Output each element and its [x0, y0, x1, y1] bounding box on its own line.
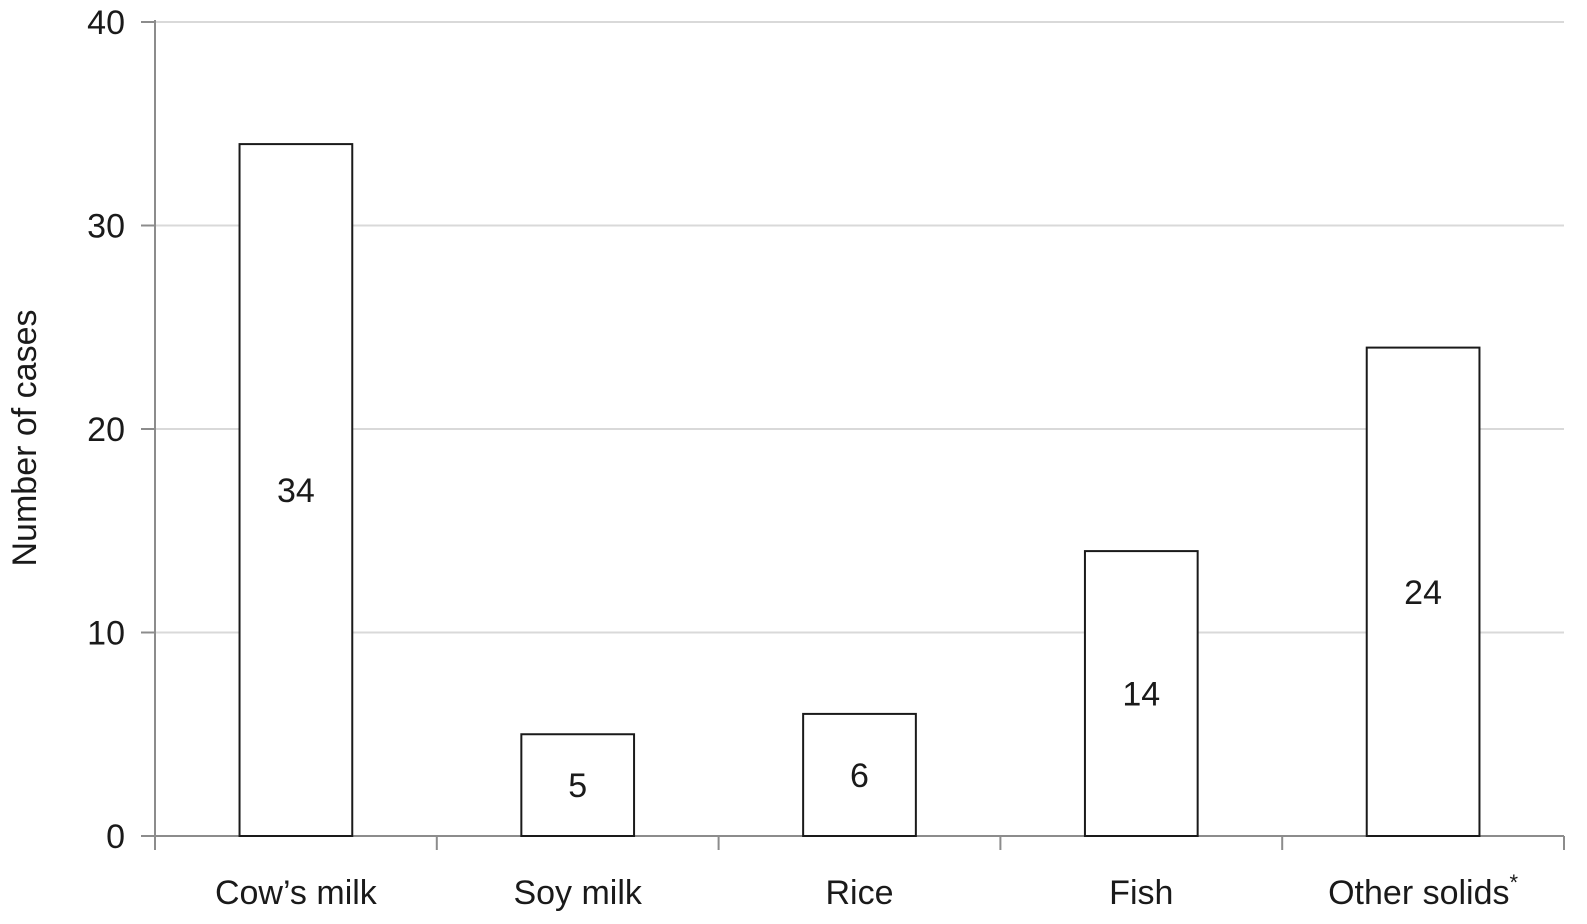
- x-category-label: Cow’s milk: [215, 874, 378, 912]
- bar: [238, 143, 354, 838]
- y-tick-label: 20: [87, 411, 125, 449]
- y-tick-label: 40: [87, 4, 125, 42]
- category-name: Fish: [1109, 874, 1173, 912]
- category-name: Cow’s milk: [215, 874, 378, 912]
- y-tick-label: 30: [87, 208, 125, 246]
- x-category-label: Fish: [1109, 874, 1173, 912]
- bar: [1083, 550, 1199, 837]
- footnote-mark: *: [1510, 870, 1519, 895]
- y-tick-label: 10: [87, 615, 125, 653]
- labels: 0 10 20 30 40 34 Cow’s milk 5 Soy milk 6 Rice 14 Fis…: [87, 4, 1518, 912]
- category-name: Soy milk: [513, 874, 642, 912]
- data-label: 14: [1122, 676, 1160, 714]
- bar: [1365, 346, 1481, 837]
- bar: [802, 712, 917, 838]
- y-axis-title: Number of cases: [6, 310, 44, 567]
- x-category-label: Soy milk: [513, 874, 642, 912]
- x-category-label: Rice: [825, 874, 893, 912]
- bars: [238, 143, 1481, 838]
- data-label: 5: [568, 767, 587, 805]
- category-name: Other solids: [1328, 874, 1509, 912]
- category-name: Rice: [825, 874, 893, 912]
- x-category-label: Other solids*: [1328, 870, 1518, 912]
- data-label: 6: [850, 757, 869, 795]
- gridlines: [155, 21, 1564, 634]
- y-tick-label: 0: [106, 818, 125, 856]
- data-label: 24: [1404, 574, 1442, 612]
- data-label: 34: [277, 472, 315, 510]
- bar: [520, 733, 636, 837]
